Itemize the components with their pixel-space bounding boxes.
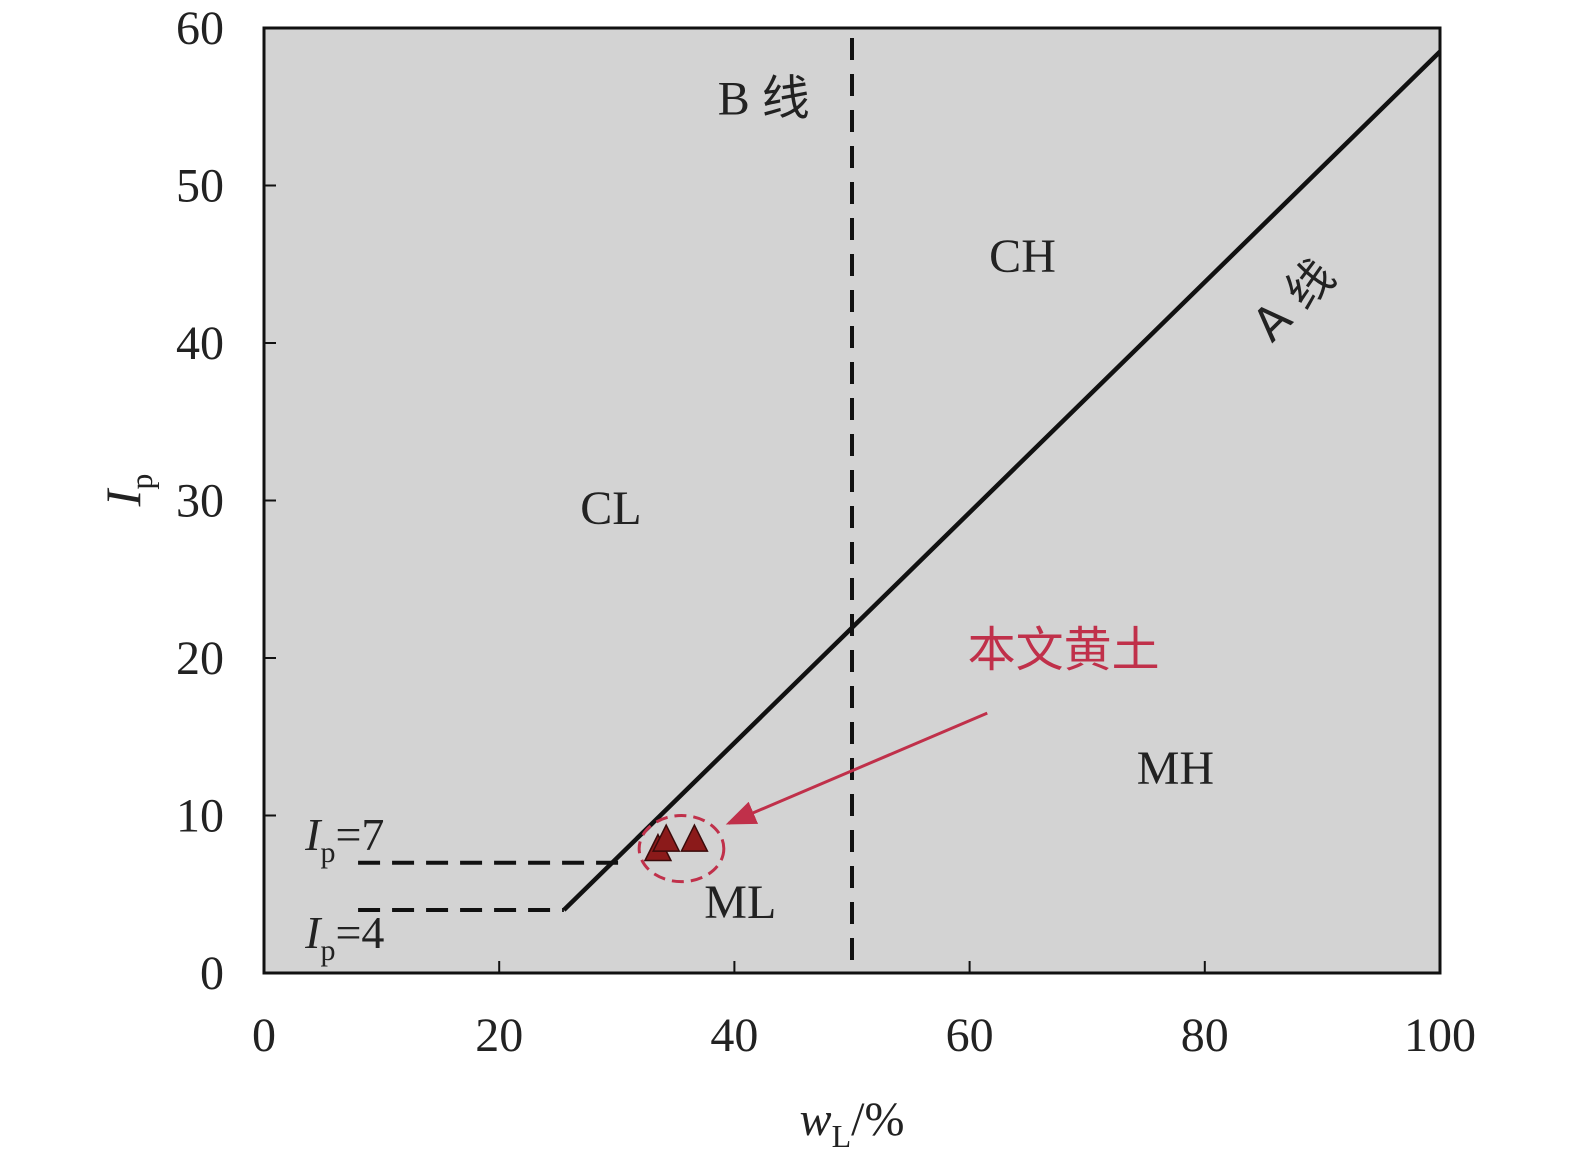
ip4-label-suffix: =4 — [335, 907, 384, 958]
y-axis-label-sub: p — [123, 474, 159, 490]
ip7-label-suffix: =7 — [335, 809, 384, 860]
ip4-label: Ip=4 — [304, 907, 384, 967]
axis-ticks — [263, 27, 1441, 974]
ip7-label: Ip=7 — [304, 809, 384, 869]
sample-highlight-circle — [637, 814, 726, 884]
y-tick-label: 40 — [176, 317, 224, 370]
x-tick-label: 80 — [1181, 1009, 1229, 1062]
region-label: CH — [989, 230, 1056, 283]
y-tick-label: 20 — [176, 632, 224, 685]
x-tick-label: 60 — [946, 1009, 994, 1062]
a-line — [562, 50, 1442, 912]
y-tick-label: 30 — [176, 475, 224, 528]
region-label: CL — [580, 482, 641, 535]
y-tick-label: 50 — [176, 160, 224, 213]
ip7-label-main: I — [304, 809, 323, 860]
x-axis-label-suffix: /% — [851, 1093, 904, 1146]
y-tick-label: 0 — [200, 947, 224, 1000]
region-label: ML — [704, 876, 776, 929]
data-points — [643, 823, 709, 862]
x-axis-label-sub: L — [832, 1118, 852, 1154]
axis-tick-labels: 0 20 40 60 80 100 0 10 20 30 40 50 60 — [176, 2, 1476, 1062]
region-label: B 线 — [718, 73, 810, 126]
callout-arrow — [725, 711, 988, 825]
x-tick-label: 0 — [252, 1009, 276, 1062]
x-tick-label: 20 — [475, 1009, 523, 1062]
y-tick-label: 10 — [176, 790, 224, 843]
y-axis-label-main: I — [95, 487, 151, 507]
region-labels: CL CH MH ML B 线 — [580, 73, 1214, 929]
ip4-label-main: I — [304, 907, 323, 958]
x-tick-label: 40 — [710, 1009, 758, 1062]
y-axis-label: Ip — [95, 474, 159, 508]
x-tick-label: 100 — [1404, 1009, 1476, 1062]
data-point-triangle — [680, 823, 709, 852]
data-point-triangle — [651, 823, 681, 852]
ip4-label-sub: p — [320, 934, 335, 967]
x-axis-label: wL/% — [800, 1093, 905, 1154]
ip7-label-sub: p — [320, 836, 335, 869]
region-label: MH — [1137, 742, 1214, 795]
y-tick-label: 60 — [176, 2, 224, 55]
callout-label: 本文黄土 — [968, 622, 1160, 678]
x-axis-label-main: w — [800, 1093, 832, 1146]
